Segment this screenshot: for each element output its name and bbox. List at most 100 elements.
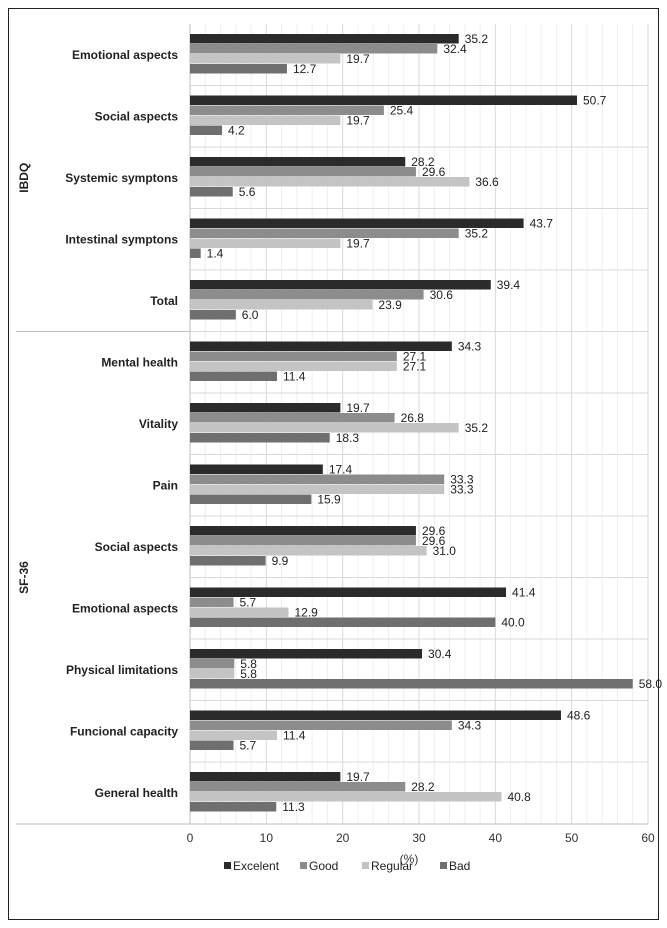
data-label: 40.0 xyxy=(501,616,525,630)
bar-excelent xyxy=(190,587,507,597)
data-label: 19.7 xyxy=(346,770,370,784)
bar-regular xyxy=(190,730,278,740)
bar-regular xyxy=(190,300,373,310)
bar-bad xyxy=(190,556,266,566)
data-label: 5.7 xyxy=(240,596,257,610)
bar-excelent xyxy=(190,464,323,474)
data-label: 32.4 xyxy=(443,42,467,56)
data-label: 4.2 xyxy=(228,124,245,138)
bar-good xyxy=(190,228,459,238)
data-label: 33.3 xyxy=(450,473,474,487)
bar-excelent xyxy=(190,341,452,351)
data-label: 25.4 xyxy=(390,104,414,118)
bar-good xyxy=(190,351,397,361)
legend-swatch-excelent xyxy=(224,862,231,869)
bar-good xyxy=(190,167,416,177)
bar-excelent xyxy=(190,772,341,782)
bar-good xyxy=(190,782,406,792)
bar-regular xyxy=(190,238,341,248)
category-label: Total xyxy=(150,294,178,308)
category-label: Social aspects xyxy=(95,540,179,554)
group-label: SF-36 xyxy=(17,561,31,594)
bar-excelent xyxy=(190,218,524,228)
data-label: 40.8 xyxy=(507,790,531,804)
category-label: Emotional aspects xyxy=(72,48,178,62)
category-label: Social aspects xyxy=(95,109,179,123)
category-label: Funcional capacity xyxy=(70,724,178,738)
bar-good xyxy=(190,290,424,300)
data-label: 11.3 xyxy=(282,800,305,814)
legend-label: Excelent xyxy=(233,859,280,873)
data-label: 5.8 xyxy=(240,667,257,681)
bar-bad xyxy=(190,740,234,750)
chart-frame xyxy=(8,8,659,920)
bar-excelent xyxy=(190,34,459,44)
x-tick-label: 10 xyxy=(260,831,274,845)
data-label: 50.7 xyxy=(583,94,607,108)
data-label: 34.3 xyxy=(458,719,482,733)
bar-excelent xyxy=(190,526,416,536)
category-label: Emotional aspects xyxy=(72,601,178,615)
data-label: 11.4 xyxy=(283,370,306,384)
bar-excelent xyxy=(190,157,406,167)
data-label: 29.6 xyxy=(422,534,446,548)
bar-bad xyxy=(190,679,633,689)
data-label: 11.4 xyxy=(283,729,306,743)
category-label: Vitality xyxy=(139,417,178,431)
legend-swatch-regular xyxy=(362,862,369,869)
bar-bad xyxy=(190,310,236,320)
data-label: 35.2 xyxy=(465,227,489,241)
data-label: 30.6 xyxy=(430,288,454,302)
data-label: 5.6 xyxy=(239,185,256,199)
bar-good xyxy=(190,474,445,484)
bar-regular xyxy=(190,423,459,433)
bar-regular xyxy=(190,115,341,125)
bar-regular xyxy=(190,546,427,556)
data-label: 27.1 xyxy=(403,350,427,364)
legend-label: Bad xyxy=(449,859,470,873)
x-tick-label: 30 xyxy=(412,831,426,845)
data-label: 12.9 xyxy=(294,606,318,620)
category-label: Intestinal symptons xyxy=(65,232,178,246)
data-label: 30.4 xyxy=(428,647,452,661)
data-label: 23.9 xyxy=(378,298,402,312)
x-tick-label: 20 xyxy=(336,831,350,845)
legend-label: Regular xyxy=(371,859,413,873)
bar-excelent xyxy=(190,95,578,105)
data-label: 5.8 xyxy=(240,657,257,671)
data-label: 19.7 xyxy=(346,114,370,128)
data-label: 19.7 xyxy=(346,401,370,415)
bar-bad xyxy=(190,64,287,74)
data-label: 58.0 xyxy=(639,677,663,691)
data-label: 35.2 xyxy=(465,32,489,46)
bar-bad xyxy=(190,494,312,504)
data-label: 19.7 xyxy=(346,52,370,66)
bar-bad xyxy=(190,433,330,443)
bar-good xyxy=(190,105,384,115)
bar-good xyxy=(190,720,452,730)
bar-excelent xyxy=(190,403,341,413)
bar-regular xyxy=(190,177,470,187)
group-label: IBDQ xyxy=(17,163,31,193)
data-label: 43.7 xyxy=(530,217,554,231)
bar-good xyxy=(190,413,395,423)
data-label: 48.6 xyxy=(567,709,591,723)
bar-good xyxy=(190,597,234,607)
bar-regular xyxy=(190,361,397,371)
bar-bad xyxy=(190,802,277,812)
bar-good xyxy=(190,44,438,54)
bar-regular xyxy=(190,669,235,679)
data-label: 31.0 xyxy=(433,544,457,558)
data-label: 41.4 xyxy=(512,586,536,600)
bar-regular xyxy=(190,484,445,494)
legend-label: Good xyxy=(309,859,338,873)
x-tick-label: 0 xyxy=(187,831,194,845)
category-label: Physical limitations xyxy=(66,663,178,677)
data-label: 39.4 xyxy=(497,278,521,292)
data-label: 1.4 xyxy=(207,247,224,261)
bar-bad xyxy=(190,125,223,135)
bar-good xyxy=(190,536,416,546)
data-label: 36.6 xyxy=(475,175,499,189)
category-label: Mental health xyxy=(101,355,178,369)
